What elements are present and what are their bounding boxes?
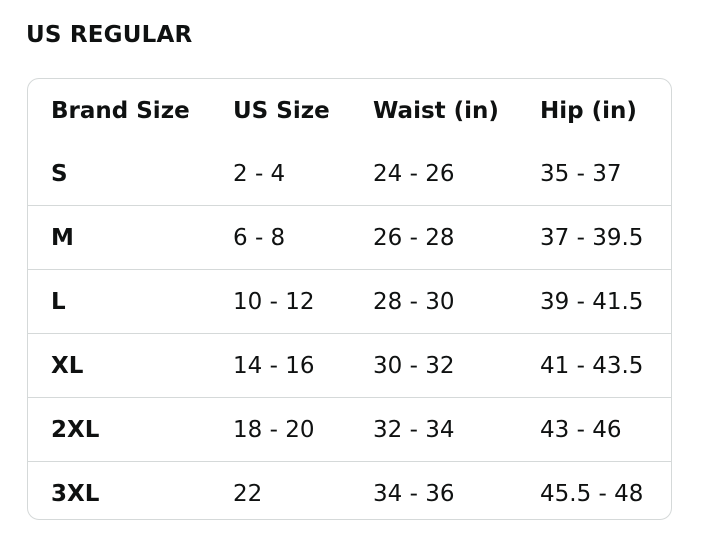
brand-size-cell: 2XL (28, 397, 210, 462)
brand-size-cell: M (28, 205, 210, 270)
us-size-cell: 22 (210, 461, 350, 519)
brand-size-cell: L (28, 269, 210, 334)
brand-size-cell: XL (28, 333, 210, 398)
us-size-cell: 6 - 8 (210, 205, 350, 270)
brand-size-cell: S (51, 160, 68, 187)
table-row: L 10 - 12 28 - 30 39 - 41.5 (28, 269, 671, 334)
table-row: 2XL 18 - 20 32 - 34 43 - 46 (28, 397, 671, 462)
hip-cell: 39 - 41.5 (517, 269, 671, 334)
hip-cell: 37 - 39.5 (517, 205, 671, 270)
us-size-cell: 10 - 12 (210, 269, 350, 334)
waist-cell: 26 - 28 (350, 205, 517, 270)
table-row: XL 14 - 16 30 - 32 41 - 43.5 (28, 333, 671, 398)
table-row: 3XL 22 34 - 36 45.5 - 48 (28, 461, 671, 519)
size-chart-table-container: Brand Size US Size Waist (in) Hip (in) S… (27, 78, 672, 520)
size-chart-table: Brand Size US Size Waist (in) Hip (in) S… (28, 79, 671, 519)
us-size-cell: 18 - 20 (210, 397, 350, 462)
waist-cell: 30 - 32 (350, 333, 517, 398)
waist-cell: 34 - 36 (350, 461, 517, 519)
waist-cell: 24 - 26 (373, 160, 455, 187)
hip-cell: 43 - 46 (517, 397, 671, 462)
header-brand-size: Brand Size (51, 97, 190, 124)
table-row: S 2 - 4 24 - 26 35 - 37 (28, 142, 671, 206)
brand-size-cell: 3XL (28, 461, 210, 519)
table-header-row: Brand Size US Size Waist (in) Hip (in) (28, 79, 671, 142)
hip-cell: 41 - 43.5 (517, 333, 671, 398)
us-size-cell: 2 - 4 (233, 160, 286, 187)
header-us-size: US Size (233, 97, 330, 124)
header-waist: Waist (in) (373, 97, 499, 124)
us-size-cell: 14 - 16 (210, 333, 350, 398)
hip-cell: 45.5 - 48 (517, 461, 671, 519)
hip-cell: 35 - 37 (540, 160, 622, 187)
table-row: M 6 - 8 26 - 28 37 - 39.5 (28, 205, 671, 270)
waist-cell: 32 - 34 (350, 397, 517, 462)
header-hip: Hip (in) (540, 97, 637, 124)
size-chart-title: US REGULAR (26, 22, 193, 48)
waist-cell: 28 - 30 (350, 269, 517, 334)
